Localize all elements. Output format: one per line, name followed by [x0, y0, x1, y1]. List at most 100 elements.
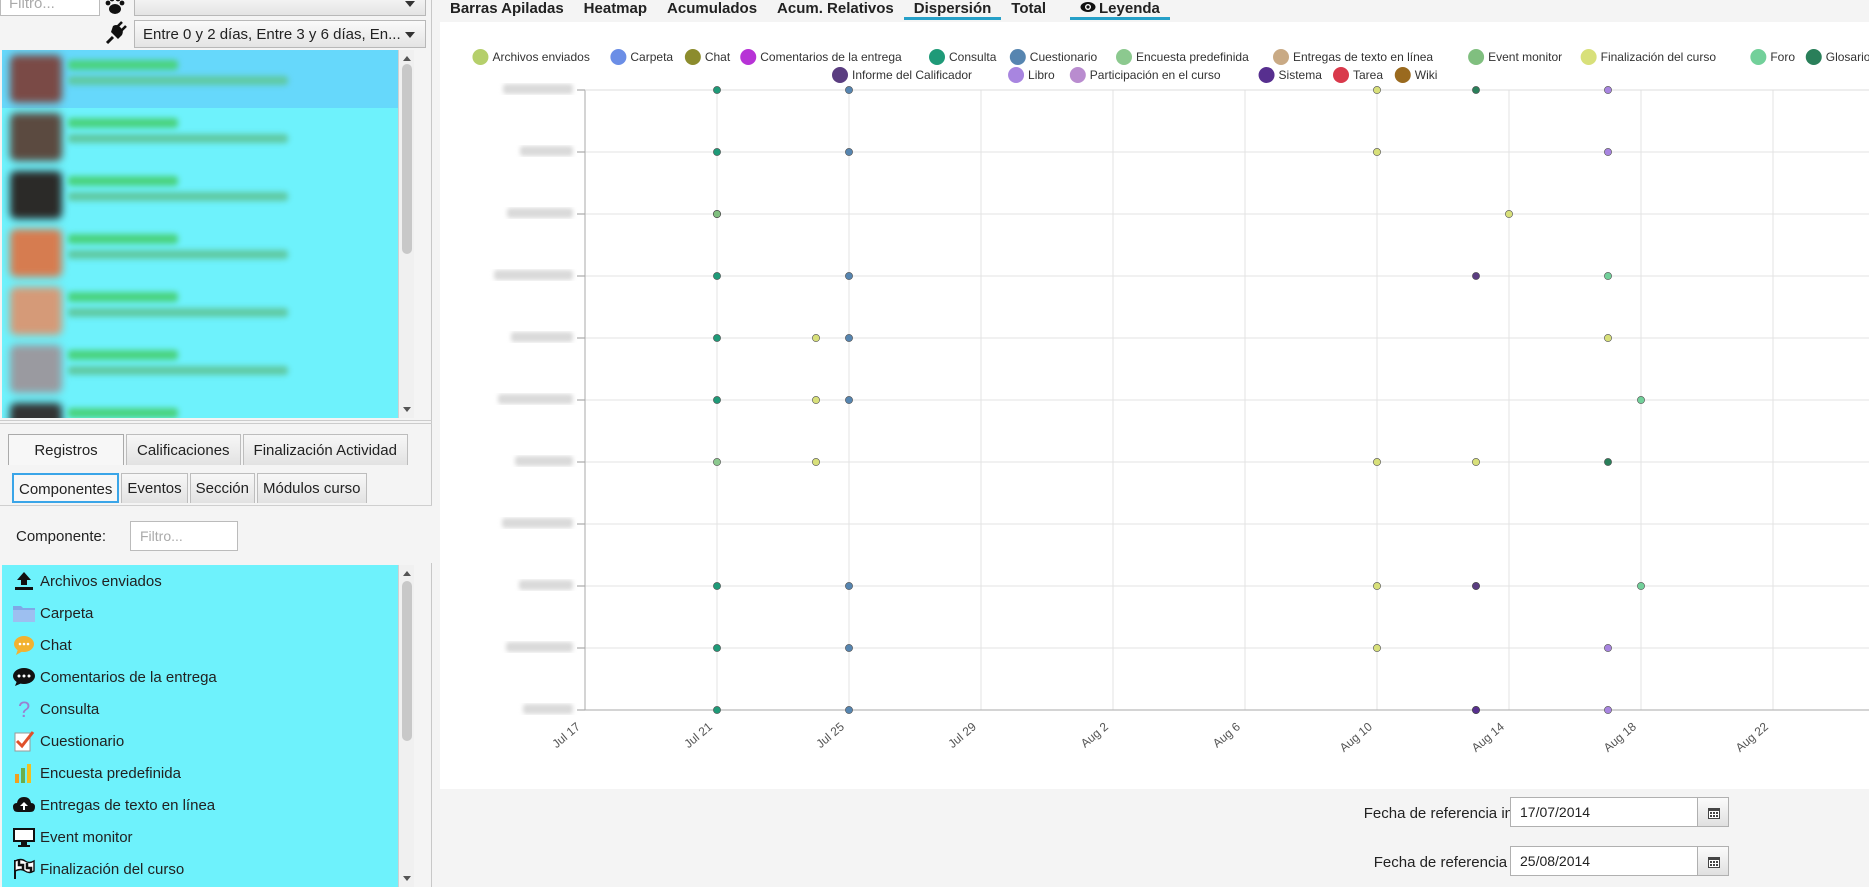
- avatar: [10, 287, 62, 335]
- end-date-input[interactable]: 25/08/2014: [1510, 846, 1698, 876]
- x-tick-label: Aug 2: [1078, 719, 1111, 750]
- component-item[interactable]: Archivos enviados: [2, 565, 414, 597]
- legend-marker: [1116, 49, 1132, 65]
- tab-eventos[interactable]: Eventos: [121, 473, 188, 503]
- y-tick-label-blurred: [519, 580, 573, 590]
- user-row[interactable]: [2, 340, 414, 398]
- component-item[interactable]: Chat: [2, 629, 414, 661]
- chart-tab-label: Total: [1011, 0, 1047, 17]
- y-tick-label-blurred: [494, 270, 573, 280]
- scroll-down-icon[interactable]: [403, 407, 411, 412]
- user-row[interactable]: [2, 108, 414, 166]
- comment-icon: [11, 665, 37, 689]
- legend-marker: [1805, 49, 1822, 65]
- bar-chart-icon: [11, 761, 37, 785]
- paw-icon[interactable]: [104, 0, 126, 16]
- tab-seccion[interactable]: Sección: [189, 473, 255, 503]
- legend-label: Participación en el curso: [1090, 68, 1221, 82]
- legend-label: Wiki: [1415, 68, 1438, 82]
- chart-tab-total[interactable]: Total: [1001, 0, 1056, 20]
- scatter-point: [1472, 458, 1480, 466]
- tab-registros[interactable]: Registros: [8, 434, 124, 465]
- scatter-chart-svg: Jul 17 Jul 21 Jul 25 Jul 29 Aug 2 Aug 6 Aug 10…: [472, 49, 1869, 755]
- user-row[interactable]: [2, 166, 414, 224]
- legend-label: Tarea: [1353, 68, 1383, 82]
- avatar: [10, 171, 62, 219]
- x-tick-label: Aug 22: [1733, 719, 1771, 754]
- tab-calificaciones[interactable]: Calificaciones: [126, 434, 241, 465]
- scroll-thumb[interactable]: [402, 64, 412, 254]
- scroll-up-icon[interactable]: [403, 56, 411, 61]
- avatar: [10, 229, 62, 277]
- user-info-blurred: [68, 350, 298, 380]
- component-list-scrollbar[interactable]: [398, 565, 414, 887]
- chart-tab-acum-relativos[interactable]: Acum. Relativos: [767, 0, 904, 20]
- component-item[interactable]: Entregas de texto en línea: [2, 789, 414, 821]
- legend-marker: [1468, 49, 1485, 65]
- tab-modulos-curso[interactable]: Módulos curso: [256, 473, 367, 503]
- scatter-point: [713, 86, 721, 94]
- user-row[interactable]: [2, 398, 414, 418]
- chart-tab-dispersi-n[interactable]: Dispersión: [903, 0, 1002, 20]
- component-label: Componente:: [16, 528, 107, 545]
- user-row[interactable]: [2, 224, 414, 282]
- y-tick-label-blurred: [520, 146, 573, 156]
- component-item[interactable]: ? Consulta: [2, 693, 414, 725]
- scatter-point: [845, 272, 853, 280]
- legend-label: Event monitor: [1488, 50, 1562, 64]
- component-item[interactable]: Cuestionario: [2, 725, 414, 757]
- start-date-input[interactable]: 17/07/2014: [1510, 797, 1698, 827]
- scatter-point: [845, 706, 853, 714]
- chart-tab-heatmap[interactable]: Heatmap: [574, 0, 657, 20]
- chart-tab-label: Dispersión: [913, 0, 992, 17]
- scatter-point: [1373, 582, 1381, 590]
- scatter-point: [1604, 706, 1612, 714]
- chart-tab-barras-apiladas[interactable]: Barras Apiladas: [440, 0, 574, 20]
- user-list[interactable]: [2, 50, 414, 418]
- scatter-point: [713, 706, 721, 714]
- component-item[interactable]: Encuesta predefinida: [2, 757, 414, 789]
- user-info-blurred: [68, 118, 298, 148]
- component-list[interactable]: Archivos enviados Carpeta Chat Comentarios …: [2, 565, 414, 887]
- start-date-calendar-button[interactable]: [1697, 797, 1729, 827]
- scroll-up-icon[interactable]: [403, 571, 411, 576]
- scatter-point: [1604, 334, 1612, 342]
- chat-bubble-icon: [11, 633, 37, 657]
- date-range-combo[interactable]: Entre 0 y 2 días, Entre 3 y 6 días, En..…: [134, 20, 426, 48]
- user-row[interactable]: [2, 50, 414, 108]
- end-date-calendar-button[interactable]: [1697, 846, 1729, 876]
- legend-marker: [1273, 49, 1289, 65]
- scatter-point: [1604, 644, 1612, 652]
- component-item[interactable]: Comentarios de la entrega: [2, 661, 414, 693]
- tab-finalizacion-actividad[interactable]: Finalización Actividad: [242, 434, 408, 465]
- legend-marker: [1008, 67, 1025, 83]
- component-item[interactable]: Carpeta: [2, 597, 414, 629]
- legend-marker: [1394, 67, 1411, 83]
- chart-tab-acumulados[interactable]: Acumulados: [657, 0, 767, 20]
- plug-icon[interactable]: [104, 20, 128, 46]
- scatter-point: [845, 644, 853, 652]
- scroll-thumb[interactable]: [402, 581, 412, 741]
- user-row[interactable]: [2, 282, 414, 340]
- folder-icon: [11, 601, 37, 625]
- chart-tab-leyenda[interactable]: Leyenda: [1070, 0, 1170, 20]
- scatter-point: [1604, 458, 1612, 466]
- scatter-point: [845, 582, 853, 590]
- component-filter-input[interactable]: Filtro...: [130, 521, 238, 551]
- user-filter-input[interactable]: Filtro...: [0, 0, 100, 16]
- legend-label: Consulta: [949, 50, 997, 64]
- legend-label: Libro: [1028, 68, 1055, 82]
- component-item[interactable]: Event monitor: [2, 821, 414, 853]
- group-combo[interactable]: [134, 0, 426, 16]
- scatter-point: [1637, 396, 1645, 404]
- panel-splitter[interactable]: [0, 420, 432, 424]
- left-panel: Filtro... Entre 0 y 2 días, Entre 3 y 6 …: [0, 0, 432, 887]
- user-info-blurred: [68, 234, 298, 264]
- scroll-down-icon[interactable]: [403, 876, 411, 881]
- component-item[interactable]: Finalización del curso: [2, 853, 414, 885]
- scatter-point: [713, 334, 721, 342]
- component-label: Finalización del curso: [40, 860, 185, 878]
- tab-componentes[interactable]: Componentes: [12, 473, 120, 503]
- chart-tab-label: Leyenda: [1099, 0, 1160, 17]
- user-list-scrollbar[interactable]: [398, 50, 414, 418]
